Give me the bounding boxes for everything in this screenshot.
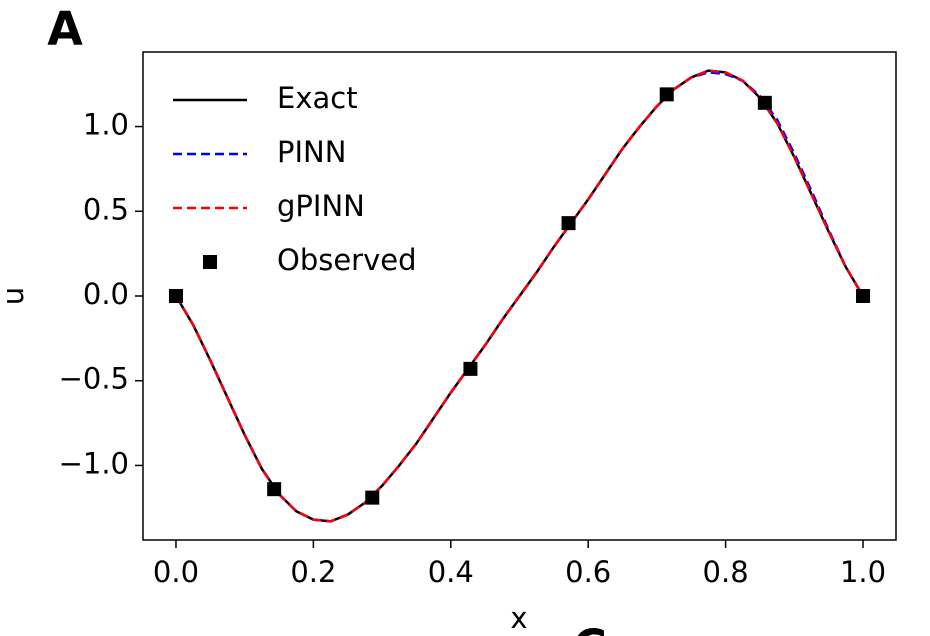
y-tick-label: 0.5 — [83, 192, 129, 226]
x-axis-label: x — [510, 601, 527, 635]
observed-point — [856, 289, 871, 303]
series-line — [174, 69, 865, 523]
panel-label: A — [47, 2, 83, 56]
x-tick-label: 0.2 — [290, 555, 336, 589]
x-tick-label: 0.4 — [428, 555, 474, 589]
observed-point — [561, 216, 576, 231]
x-tick-label: 0.0 — [153, 555, 199, 589]
x-tick-label: 0.6 — [565, 555, 611, 589]
y-tick-label: 0.0 — [83, 277, 129, 311]
y-axis-label: u — [0, 287, 30, 305]
y-tick-label: −1.0 — [59, 446, 129, 480]
observed-point — [659, 87, 674, 102]
x-tick-label: 1.0 — [840, 555, 886, 589]
legend-swatch — [203, 255, 217, 269]
legend-label: Exact — [277, 81, 358, 115]
x-tick-label: 0.8 — [703, 555, 749, 589]
observed-point — [463, 361, 478, 376]
observed-point — [757, 95, 772, 110]
observed-point — [168, 289, 183, 303]
next-panel-label: C — [573, 620, 607, 636]
plot-frame — [142, 51, 897, 541]
y-tick-label: 1.0 — [83, 108, 129, 142]
legend-label: gPINN — [277, 189, 365, 223]
observed-point — [365, 490, 380, 505]
legend-label: PINN — [277, 135, 346, 169]
y-tick-label: −0.5 — [59, 362, 129, 396]
observed-point — [267, 482, 282, 497]
legend-label: Observed — [277, 243, 417, 277]
